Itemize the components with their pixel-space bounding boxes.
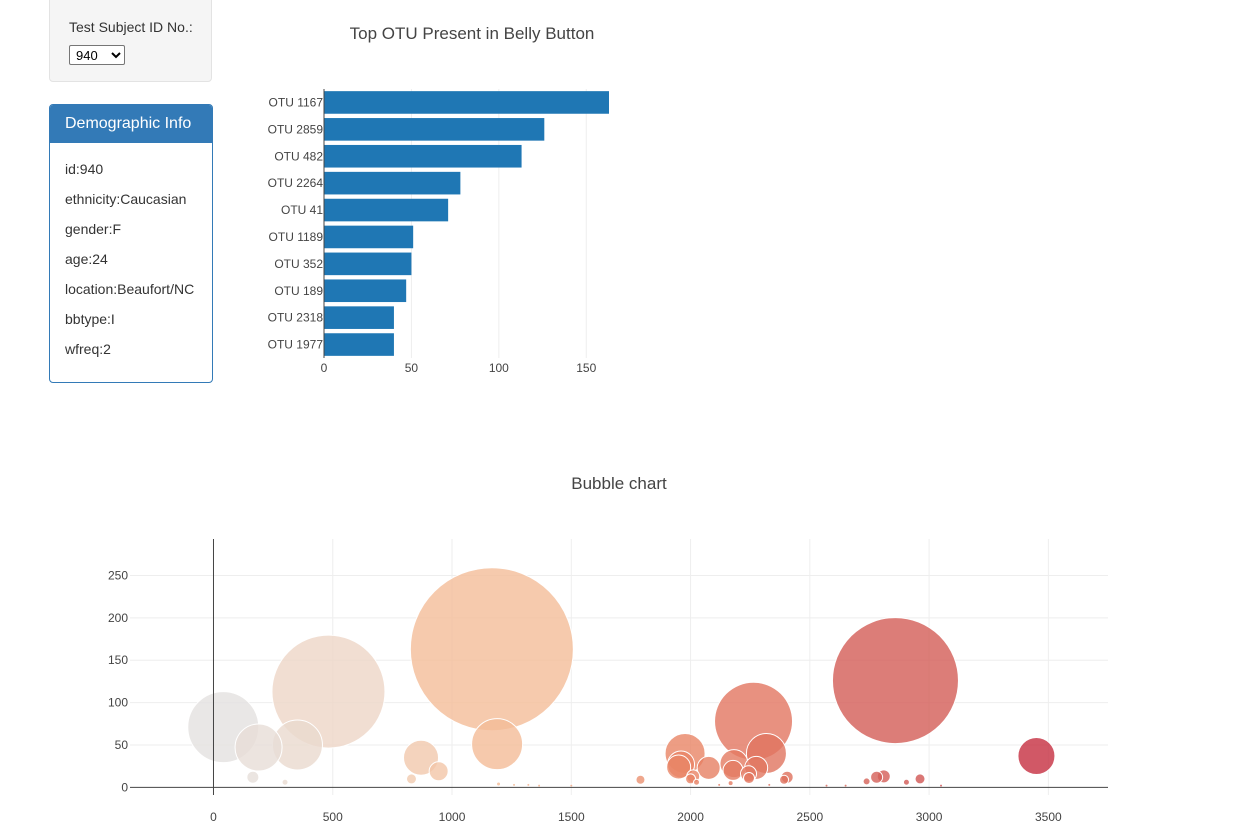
bar: [324, 279, 407, 303]
bar: [324, 118, 545, 141]
bubble-x-tick-label: 3000: [916, 810, 943, 823]
demographic-panel: Demographic Info id:940 ethnicity:Caucas…: [49, 104, 213, 383]
bubble-point: [696, 755, 721, 780]
bar-category-label: OTU 1189: [269, 230, 324, 244]
bar: [324, 333, 394, 356]
bubble-x-tick-label: 1000: [439, 810, 466, 823]
bar: [324, 144, 522, 168]
bar-chart-title: Top OTU Present in Belly Button: [350, 24, 595, 43]
subject-selector-well: Test Subject ID No.: 940: [49, 0, 212, 82]
bar: [324, 252, 412, 276]
bar-category-label: OTU 1167: [269, 95, 324, 109]
bubble-point: [1017, 737, 1056, 776]
bubble-x-tick-label: 3500: [1035, 810, 1062, 823]
top-otu-bar-chart: Top OTU Present in Belly Button 0 50 100 150…: [268, 24, 609, 375]
bar: [324, 171, 461, 195]
bubble-point: [246, 770, 260, 784]
bubble-point: [685, 773, 697, 785]
bubble-y-tick-label: 150: [108, 653, 128, 667]
bar-category-label: OTU 482: [274, 149, 323, 163]
bubble-point: [234, 723, 283, 772]
bubble-x-tick-label: 500: [323, 810, 343, 823]
bubble-x-tick-label: 2000: [677, 810, 704, 823]
bubble-points: [187, 567, 1056, 788]
demographic-id: id:940: [65, 161, 104, 177]
bubble-point: [537, 783, 542, 788]
bubble-point: [717, 782, 722, 787]
bar-x-tick-label: 50: [405, 361, 419, 375]
bubble-y-tick-label: 100: [108, 696, 128, 710]
bubble-point: [428, 761, 449, 782]
subject-id-label: Test Subject ID No.:: [69, 19, 193, 35]
bubble-point: [281, 778, 289, 786]
bubble-point: [727, 780, 734, 787]
bubble-point: [403, 739, 440, 776]
bubble-point: [693, 778, 701, 786]
bubble-point: [635, 774, 646, 785]
bubble-point: [870, 770, 884, 784]
bar-category-label: OTU 2318: [268, 311, 324, 325]
bubble-point: [405, 773, 417, 785]
bubble-point: [496, 781, 502, 787]
bubble-chart-title: Bubble chart: [571, 474, 667, 493]
bar-category-label: OTU 2859: [268, 122, 324, 136]
bubble-point: [569, 783, 574, 788]
bar-x-tick-label: 150: [576, 361, 596, 375]
bubble-y-tick-label: 0: [121, 780, 128, 794]
bubble-point: [902, 778, 910, 786]
bar: [324, 198, 449, 222]
bubble-y-tick-label: 200: [108, 611, 128, 625]
bubble-point: [409, 567, 574, 732]
demographic-location: location:Beaufort/NC: [65, 281, 195, 297]
demographic-wfreq: wfreq:2: [65, 341, 111, 357]
bubble-y-tick-label: 250: [108, 568, 128, 582]
demographic-ethnicity: ethnicity:Caucasian: [65, 191, 187, 207]
bubble-point: [722, 759, 744, 781]
bar: [324, 225, 414, 249]
bar-category-label: OTU 1977: [268, 338, 324, 352]
bubble-x-tick-label: 2500: [796, 810, 823, 823]
bubble-point: [862, 777, 871, 786]
bar-x-tick-label: 100: [489, 361, 509, 375]
bubble-point: [767, 782, 772, 787]
demographic-gender: gender:F: [65, 221, 122, 237]
bar-x-tick-label: 0: [321, 361, 328, 375]
bar-category-label: OTU 2264: [268, 176, 324, 190]
bar-category-label: OTU 189: [274, 284, 323, 298]
bar-category-label: OTU 41: [281, 203, 323, 217]
bubble-point: [666, 754, 692, 780]
subject-id-select[interactable]: 940: [69, 45, 125, 65]
bubble-x-tick-label: 0: [210, 810, 217, 823]
bubble-point: [526, 782, 531, 787]
bubble-point: [939, 783, 944, 788]
bubble-point: [824, 783, 829, 788]
bubble-point: [512, 782, 517, 787]
demographic-age: age:24: [65, 251, 108, 267]
bubble-point: [743, 772, 756, 785]
bubble-point: [779, 774, 790, 785]
demographic-panel-title: Demographic Info: [50, 105, 212, 143]
bar: [324, 91, 609, 114]
bar-category-label: OTU 352: [274, 257, 323, 271]
bar: [324, 306, 394, 329]
bubble-y-tick-label: 50: [115, 738, 129, 752]
bubble-point: [471, 718, 524, 771]
demographic-bbtype: bbtype:I: [65, 311, 115, 327]
bubble-point: [914, 773, 926, 785]
bubble-point: [843, 783, 848, 788]
bubble-point: [831, 617, 959, 745]
bubble-x-tick-label: 1500: [558, 810, 585, 823]
